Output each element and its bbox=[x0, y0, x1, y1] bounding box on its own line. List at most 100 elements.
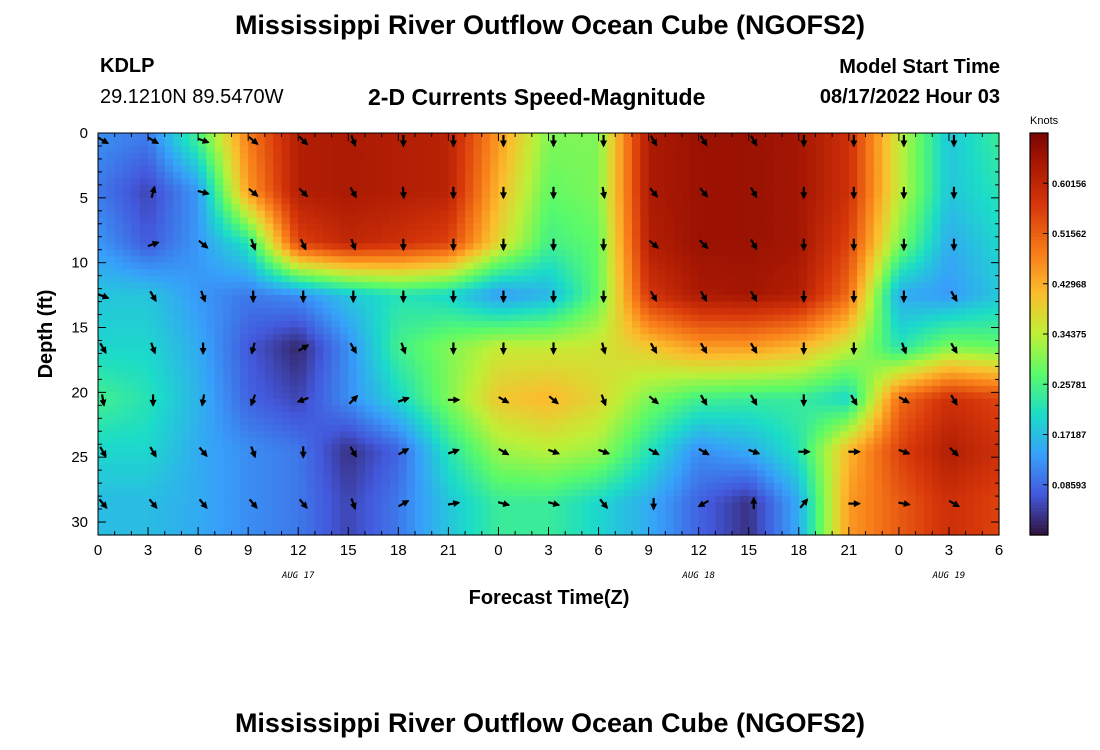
heatmap-cell bbox=[982, 184, 992, 192]
heatmap-cell bbox=[214, 230, 224, 238]
heatmap-cell bbox=[164, 314, 174, 322]
heatmap-cell bbox=[573, 184, 583, 192]
heatmap-cell bbox=[181, 139, 191, 147]
heatmap-cell bbox=[598, 353, 608, 361]
heatmap-cell bbox=[940, 334, 950, 342]
heatmap-cell bbox=[631, 405, 641, 413]
heatmap-cell bbox=[331, 236, 341, 244]
heatmap-cell bbox=[765, 392, 775, 400]
heatmap-cell bbox=[181, 346, 191, 355]
heatmap-cell bbox=[590, 346, 600, 355]
heatmap-cell bbox=[581, 340, 591, 348]
heatmap-cell bbox=[531, 327, 541, 335]
heatmap-cell bbox=[832, 334, 842, 342]
heatmap-cell bbox=[339, 295, 349, 303]
heatmap-cell bbox=[581, 314, 591, 322]
heatmap-cell bbox=[181, 301, 191, 309]
heatmap-cell bbox=[239, 282, 249, 290]
heatmap-cell bbox=[381, 262, 391, 270]
heatmap-cell bbox=[690, 230, 700, 238]
heatmap-cell bbox=[932, 282, 942, 290]
heatmap-cell bbox=[765, 398, 775, 406]
heatmap-cell bbox=[281, 158, 291, 167]
heatmap-cell bbox=[540, 243, 550, 251]
heatmap-cell bbox=[790, 327, 800, 335]
heatmap-cell bbox=[106, 346, 116, 355]
heatmap-cell bbox=[181, 230, 191, 238]
heatmap-cell bbox=[490, 405, 500, 413]
heatmap-cell bbox=[448, 262, 458, 270]
heatmap-cell bbox=[615, 288, 625, 296]
heatmap-cell bbox=[581, 269, 591, 277]
heatmap-cell bbox=[239, 171, 249, 179]
heatmap-cell bbox=[339, 171, 349, 179]
heatmap-cell bbox=[106, 340, 116, 348]
heatmap-cell bbox=[398, 372, 408, 380]
heatmap-cell bbox=[531, 158, 541, 167]
heatmap-cell bbox=[198, 327, 208, 335]
heatmap-cell bbox=[606, 385, 616, 393]
heatmap-cell bbox=[381, 385, 391, 393]
heatmap-cell bbox=[164, 379, 174, 387]
heatmap-cell bbox=[523, 314, 533, 322]
heatmap-cell bbox=[915, 288, 925, 296]
heatmap-cell bbox=[690, 366, 700, 374]
heatmap-cell bbox=[131, 392, 141, 400]
heatmap-cell bbox=[798, 359, 808, 368]
heatmap-cell bbox=[139, 197, 149, 205]
heatmap-cell bbox=[289, 334, 299, 342]
heatmap-cell bbox=[615, 308, 625, 316]
heatmap-cell bbox=[606, 152, 616, 160]
heatmap-cell bbox=[448, 334, 458, 342]
heatmap-cell bbox=[581, 372, 591, 380]
heatmap-cell bbox=[398, 256, 408, 264]
heatmap-cell bbox=[832, 405, 842, 413]
heatmap-cell bbox=[740, 392, 750, 400]
heatmap-cell bbox=[598, 418, 608, 426]
heatmap-cell bbox=[631, 249, 641, 257]
heatmap-cell bbox=[948, 249, 958, 257]
heatmap-cell bbox=[782, 158, 792, 167]
heatmap-cell bbox=[114, 392, 124, 400]
heatmap-cell bbox=[715, 366, 725, 374]
heatmap-cell bbox=[715, 217, 725, 225]
heatmap-cell bbox=[173, 204, 183, 212]
heatmap-cell bbox=[782, 197, 792, 205]
heatmap-cell bbox=[423, 197, 433, 205]
heatmap-cell bbox=[948, 353, 958, 361]
heatmap-cell bbox=[298, 385, 308, 393]
heatmap-cell bbox=[707, 288, 716, 296]
heatmap-cell bbox=[123, 353, 132, 361]
heatmap-cell bbox=[373, 392, 383, 400]
heatmap-cell bbox=[306, 230, 316, 238]
heatmap-cell bbox=[748, 314, 758, 322]
heatmap-cell bbox=[698, 275, 708, 283]
heatmap-cell bbox=[515, 217, 525, 225]
heatmap-cell bbox=[898, 249, 908, 257]
heatmap-cell bbox=[665, 217, 675, 225]
heatmap-cell bbox=[957, 184, 967, 192]
heatmap-cell bbox=[223, 379, 233, 387]
heatmap-cell bbox=[898, 204, 908, 212]
heatmap-cell bbox=[440, 346, 449, 355]
heatmap-cell bbox=[356, 424, 366, 432]
heatmap-cell bbox=[415, 334, 424, 342]
heatmap-cell bbox=[465, 243, 475, 251]
heatmap-cell bbox=[415, 366, 424, 374]
heatmap-cell bbox=[339, 197, 349, 205]
heatmap-cell bbox=[256, 145, 266, 154]
heatmap-cell bbox=[431, 314, 441, 322]
heatmap-cell bbox=[748, 145, 758, 154]
heatmap-cell bbox=[139, 204, 149, 212]
heatmap-cell bbox=[481, 184, 491, 192]
heatmap-cell bbox=[448, 217, 458, 225]
heatmap-cell bbox=[440, 418, 449, 426]
heatmap-cell bbox=[982, 256, 992, 264]
heatmap-cell bbox=[248, 275, 258, 283]
heatmap-cell bbox=[882, 327, 892, 335]
heatmap-cell bbox=[281, 165, 291, 173]
heatmap-cell bbox=[606, 308, 616, 316]
heatmap-cell bbox=[306, 191, 316, 199]
heatmap-cell bbox=[973, 346, 983, 355]
heatmap-cell bbox=[823, 418, 833, 426]
